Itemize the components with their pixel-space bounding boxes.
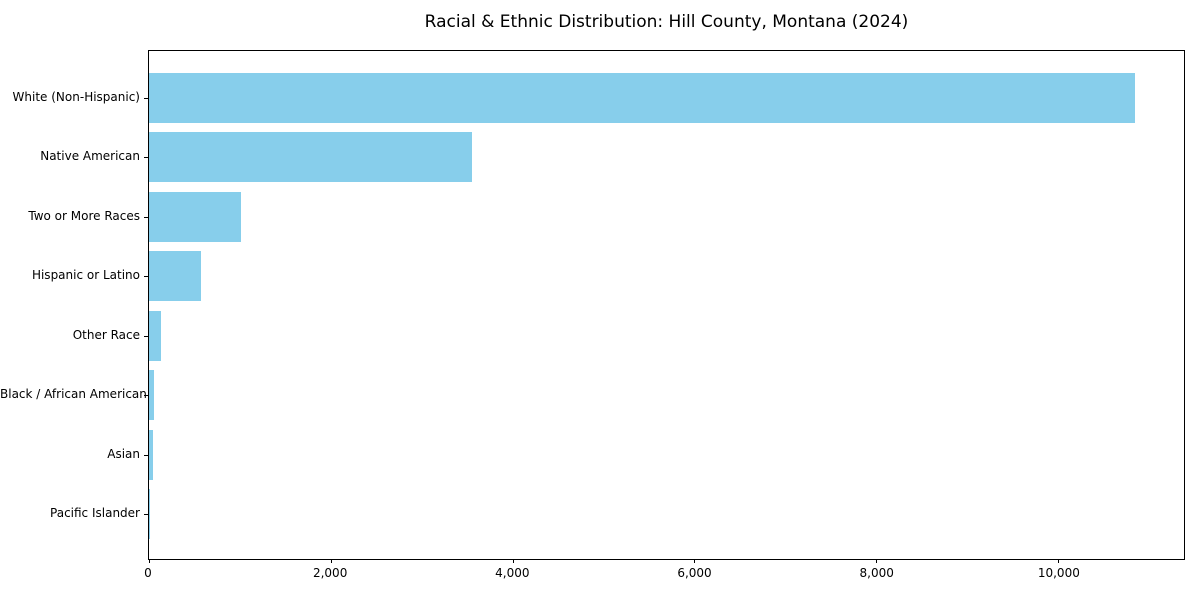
y-axis-labels: White (Non-Hispanic) Native American Two o…	[0, 50, 147, 560]
x-tick-6000	[694, 559, 696, 563]
y-tick-native-american	[144, 157, 148, 159]
plot-area	[144, 50, 1185, 563]
x-axis-labels: 0 2,000 4,000 6,000 8,000 10,000	[144, 566, 1185, 582]
y-tick-hispanic-or-latino	[144, 276, 148, 278]
y-tick-white-non-hispanic	[144, 98, 148, 99]
y-axis-label-two-or-more-races: Two or More Races	[28, 208, 140, 223]
bar-hispanic-or-latino	[149, 251, 201, 302]
y-axis-label-native-american: Native American	[40, 149, 140, 164]
bar-other-race	[149, 310, 161, 361]
y-tick-other-race	[144, 335, 148, 337]
y-tick-asian	[144, 454, 148, 456]
y-axis-label-asian: Asian	[107, 446, 140, 461]
y-axis-label-other-race: Other Race	[72, 327, 140, 342]
bar-two-or-more-races	[149, 191, 241, 242]
x-tick-0	[149, 559, 150, 563]
y-axis-label-pacific-islander: Pacific Islander	[50, 506, 140, 521]
x-tick-8000	[876, 559, 878, 563]
x-axis-label-0: 0	[144, 566, 152, 580]
x-axis-label-6000: 6,000	[677, 566, 712, 580]
x-axis-label-8000: 8,000	[859, 566, 894, 580]
x-axis-label-2000: 2,000	[312, 566, 348, 580]
bar-black-african-american	[149, 370, 154, 421]
chart-title: Racial & Ethnic Distribution: Hill Count…	[424, 12, 909, 32]
y-tick-pacific-islander	[144, 514, 148, 516]
x-tick-10000	[1058, 559, 1060, 563]
bar-white-non-hispanic	[149, 73, 1135, 123]
y-tick-black-african-american	[144, 395, 148, 397]
x-tick-4000	[512, 559, 514, 563]
y-axis-label-black-african-american: Black / African American	[0, 387, 147, 402]
x-axis-label-10000: 10,000	[1037, 566, 1080, 580]
y-axis-label-hispanic-or-latino: Hispanic or Latino	[31, 268, 140, 283]
y-axis-label-white-non-hispanic: White (Non-Hispanic)	[12, 90, 140, 104]
x-tick-2000	[330, 559, 332, 563]
x-axis-label-4000: 4,000	[495, 566, 530, 580]
y-tick-two-or-more-races	[144, 216, 148, 218]
bar-asian	[149, 429, 153, 480]
bar-native-american	[149, 132, 472, 183]
